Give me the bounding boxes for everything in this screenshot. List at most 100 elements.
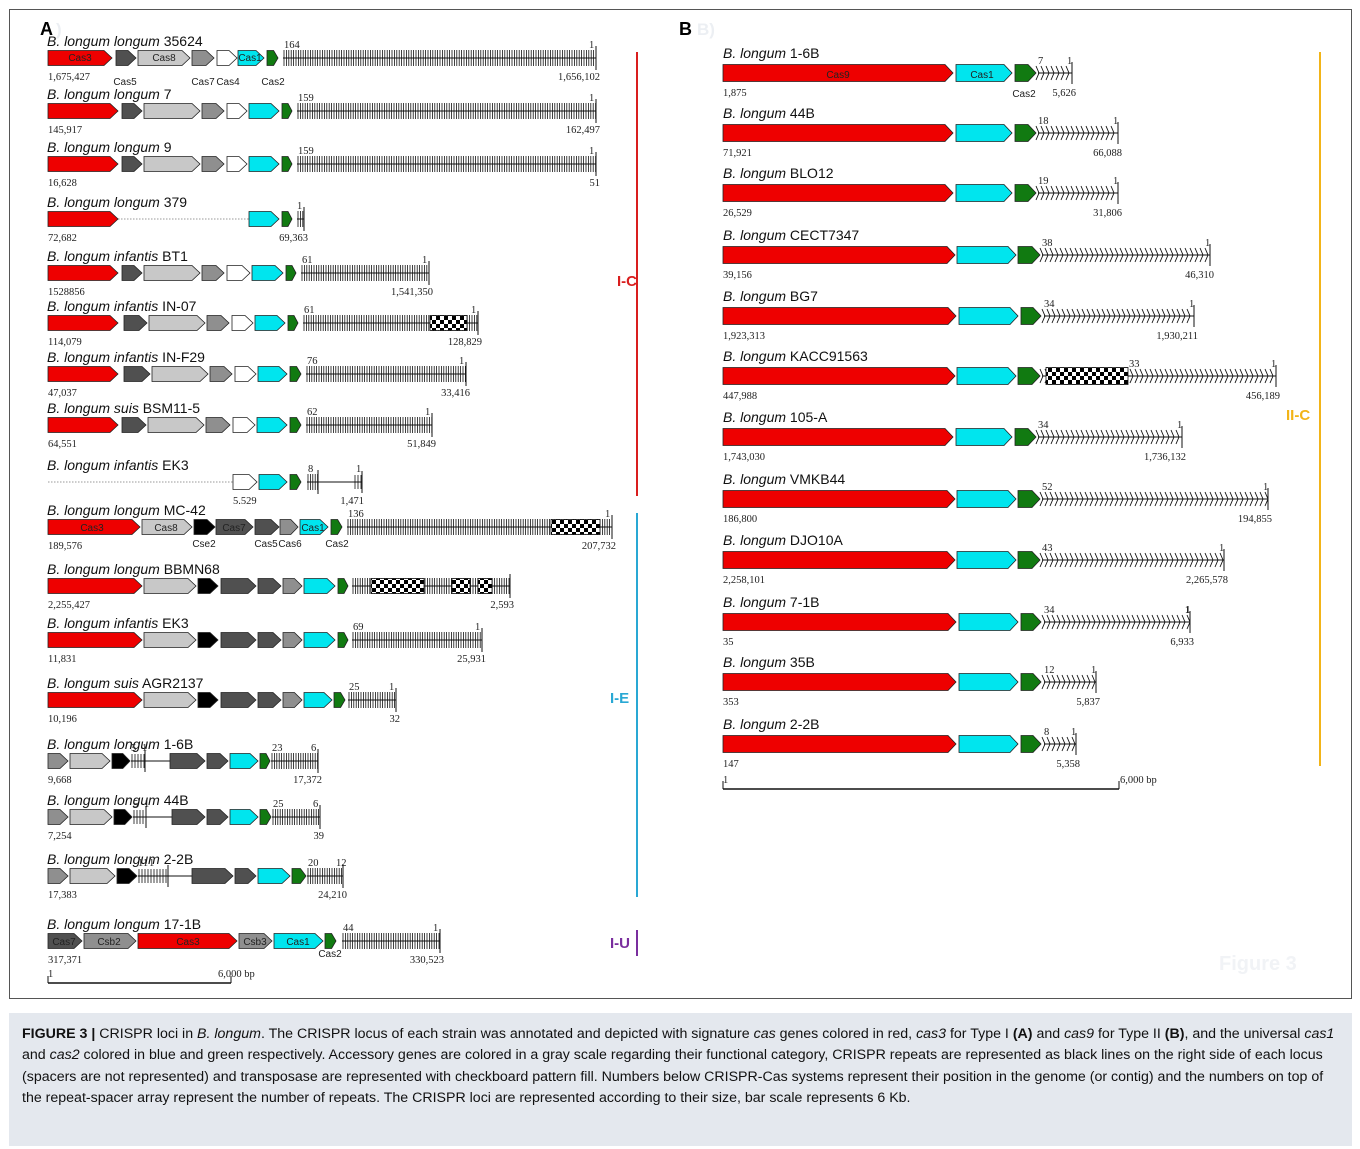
repeat-mark <box>1164 368 1169 384</box>
repeat-mark <box>1081 308 1086 324</box>
gene-cas1 <box>955 428 1013 446</box>
position-end: 207,732 <box>582 541 616 552</box>
gene-cas3 <box>137 933 238 949</box>
transposase <box>1045 367 1129 385</box>
repeat-mark <box>1249 491 1254 507</box>
gene-cas2 <box>324 933 337 949</box>
strain-id: IN-F29 <box>158 349 205 365</box>
repeat-mark <box>1089 247 1094 263</box>
caption-text-9: colored in blue and green respectively. … <box>22 1047 1324 1107</box>
repeat-mark <box>1056 614 1061 630</box>
strain-id: 2-2B <box>160 851 193 867</box>
position-start: 35 <box>723 637 734 648</box>
repeat-mark <box>1046 308 1051 324</box>
repeat-mark <box>1244 491 1249 507</box>
repeat-mark <box>1065 185 1070 201</box>
locus-a-5: B. longum infantis IN-07 114,079 128,829 61… <box>47 298 482 348</box>
panel-a: B. longum longum 35624 1,675,427 1,656,102… <box>47 33 616 984</box>
locus-b-8: B. longum DJO10A 2,258,101 2,265,578 43 1 <box>722 532 1228 586</box>
type-label: I-C <box>617 273 637 290</box>
strain-id: 44B <box>160 792 189 808</box>
gene-cas2 <box>259 753 271 769</box>
gene-cas3 <box>47 265 119 281</box>
gene-acc_mid <box>282 632 303 648</box>
position-end: 1,656,102 <box>558 72 600 83</box>
repeat-count-right: 1 <box>425 407 430 418</box>
gene-cas1 <box>958 673 1019 691</box>
strain-label: B. longum 1-6B <box>723 45 820 61</box>
repeat-array <box>1035 182 1119 204</box>
species-name: B. longum <box>723 654 786 670</box>
gene-label-cas2: Cas2 <box>318 949 342 960</box>
species-name: B. longum <box>723 409 786 425</box>
repeat-mark <box>1086 674 1091 690</box>
gene-acc_dark <box>191 868 234 884</box>
repeat-mark <box>1071 308 1076 324</box>
repeat-mark <box>1099 552 1104 568</box>
repeat-mark <box>1184 552 1189 568</box>
repeat-mark <box>1081 674 1086 690</box>
repeat-mark <box>1229 491 1234 507</box>
repeat-mark <box>1214 552 1219 568</box>
strain-id: 35B <box>786 654 815 670</box>
repeat-mark <box>1075 185 1080 201</box>
repeat-mark <box>1041 614 1046 630</box>
gene-cas2 <box>289 474 302 490</box>
species-name: B. longum longum <box>47 86 160 102</box>
gene-cas2 <box>1017 246 1041 264</box>
repeat-mark <box>1106 308 1111 324</box>
strain-id: 44B <box>786 105 815 121</box>
position-start: 186,800 <box>723 514 757 525</box>
position-start: 9,668 <box>48 775 72 786</box>
gene-acc_light <box>143 578 197 594</box>
strain-label: B. longum longum MC-42 <box>47 502 206 518</box>
gene-label-csb3: Csb3 <box>243 937 267 948</box>
species-name: B. longum infantis <box>47 298 158 314</box>
repeat-mark <box>1070 429 1075 445</box>
species-name: B. longum <box>723 532 786 548</box>
repeat-mark <box>1239 368 1244 384</box>
repeat-array <box>283 46 597 70</box>
repeat-mark <box>1219 491 1224 507</box>
repeat-mark <box>1155 429 1160 445</box>
position-start: 1,875 <box>723 88 747 99</box>
repeat-mark <box>1154 491 1159 507</box>
gene-labels-row0: Cas3 Cas8 Cas1 Cas5 Cas7 Cas4 Cas2 <box>68 53 285 88</box>
strain-label: B. longum VMKB44 <box>723 471 845 487</box>
gene-cas2 <box>289 366 302 382</box>
repeat-mark <box>1064 552 1069 568</box>
locus-b-6: B. longum 105-A 1,743,030 1,736,132 34 1 <box>722 409 1186 463</box>
gene-empty <box>226 265 251 281</box>
repeat-mark <box>1145 429 1150 445</box>
repeat-mark <box>1054 552 1059 568</box>
gene-cas1 <box>955 184 1013 202</box>
repeat-mark <box>1065 125 1070 141</box>
position-end: 25,931 <box>457 654 486 665</box>
repeat-mark <box>1156 614 1161 630</box>
repeat-mark <box>1171 614 1176 630</box>
position-end: 5,626 <box>1052 88 1076 99</box>
repeat-mark <box>1054 491 1059 507</box>
repeat-mark <box>1040 185 1045 201</box>
repeat-count-left: 61 <box>302 255 313 266</box>
repeat-mark <box>1164 491 1169 507</box>
gene-cas1 <box>958 613 1019 631</box>
position-end: 69,363 <box>279 233 308 244</box>
gene-cas9 <box>722 613 957 631</box>
repeat-count-left: 52 <box>1042 482 1053 493</box>
repeat-mark <box>1174 552 1179 568</box>
repeat-mark <box>1234 491 1239 507</box>
repeat-mark <box>1139 552 1144 568</box>
type-categories: I-C I-E I-U II-C <box>610 52 1321 956</box>
position-end: 31,806 <box>1093 208 1122 219</box>
repeat-mark <box>1166 308 1171 324</box>
gene-label-cas1: Cas1 <box>238 53 262 64</box>
repeat-mark <box>1056 674 1061 690</box>
gene-cas1 <box>958 735 1019 753</box>
repeat-mark <box>1194 552 1199 568</box>
repeat-mark <box>1080 429 1085 445</box>
caption-bold-b: (B) <box>1164 1026 1185 1042</box>
repeat-mark <box>1110 429 1115 445</box>
locus-a-8: B. longum infantis EK3 5.529 1,471 8 1 <box>47 457 364 507</box>
repeat-mark <box>1119 552 1124 568</box>
